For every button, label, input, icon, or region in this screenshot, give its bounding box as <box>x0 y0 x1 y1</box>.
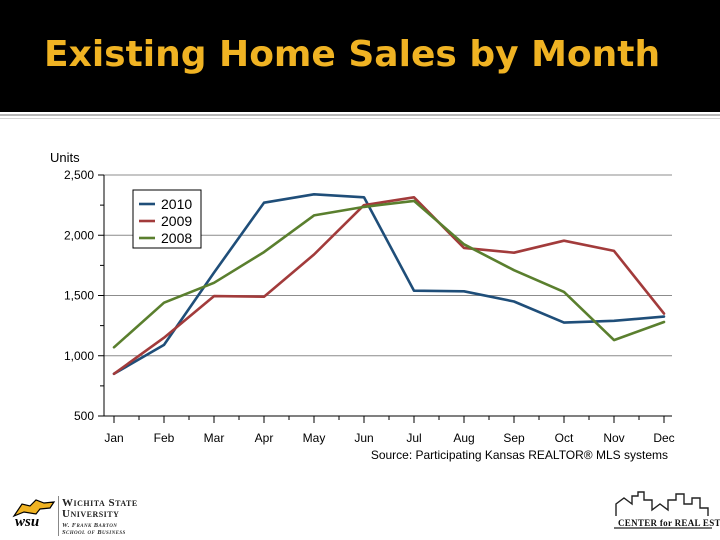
center-real-estate-wordmark: CENTER for REAL ESTATE <box>618 518 720 528</box>
center-real-estate-logo <box>614 491 712 529</box>
header-rule <box>0 114 720 116</box>
source-note: Source: Participating Kansas REALTOR® ML… <box>371 448 668 462</box>
y-axis-label: Units <box>50 150 80 165</box>
x-tick-label: Jan <box>104 431 123 445</box>
wsu-line3: W. Frank Barton <box>62 522 118 529</box>
logo-divider <box>58 496 59 536</box>
series-line-2008 <box>112 199 666 349</box>
slide-header: Existing Home Sales by Month <box>0 0 720 112</box>
legend-label-2008: 2008 <box>161 230 192 246</box>
x-tick-label: Apr <box>255 431 274 445</box>
series-line-2010 <box>112 193 666 376</box>
wsu-line1: Wichita State <box>62 497 138 509</box>
x-tick-label: Feb <box>154 431 175 445</box>
wsu-wordmark: Wichita State University W. Frank Barton… <box>62 498 138 536</box>
slide-title: Existing Home Sales by Month <box>44 34 661 75</box>
series-lines <box>112 193 666 376</box>
x-tick-label: Jun <box>354 431 373 445</box>
y-tick-label: 2,500 <box>64 168 94 182</box>
y-tick-label: 2,000 <box>64 228 94 242</box>
wsu-line4: School of Business <box>62 528 126 536</box>
x-tick-label: Mar <box>204 431 225 445</box>
y-tick-label: 500 <box>74 409 94 423</box>
x-tick-label: Sep <box>503 431 525 445</box>
x-tick-label: May <box>303 431 326 445</box>
wsu-shocker-logo: wsu <box>10 499 56 530</box>
line-chart: 500 1,000 1,500 2,000 2,500 Jan Feb Mar Apr May Ju… <box>50 150 675 462</box>
legend-label-2009: 2009 <box>161 213 192 229</box>
x-tick-label: Aug <box>453 431 474 445</box>
y-tick-label: 1,000 <box>64 349 94 363</box>
header-rule-thin <box>0 118 720 119</box>
x-tick-label: Jul <box>406 431 421 445</box>
legend-label-2010: 2010 <box>161 196 192 212</box>
series-line-2009 <box>112 196 666 376</box>
axes: 500 1,000 1,500 2,000 2,500 Jan Feb Mar Apr May Ju… <box>64 168 675 445</box>
wsu-monogram: wsu <box>15 514 39 530</box>
x-tick-label: Dec <box>653 431 674 445</box>
y-tick-label: 1,500 <box>64 289 94 303</box>
wsu-line2: University <box>62 508 120 520</box>
x-tick-label: Oct <box>555 431 574 445</box>
x-tick-label: Nov <box>603 431 624 445</box>
